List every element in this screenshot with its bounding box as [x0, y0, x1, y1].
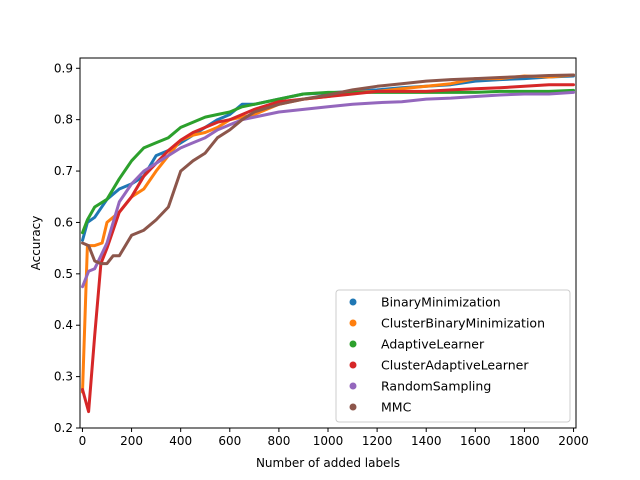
legend-marker [349, 382, 357, 390]
x-axis-ticks: 0 200 400 600 800 1000 1200 1400 1600 1800 2000 [79, 428, 589, 448]
y-tick-label: 0.5 [54, 267, 73, 281]
legend-marker [349, 319, 357, 327]
x-tick-label: 800 [267, 434, 290, 448]
legend-label: ClusterBinaryMinimization [381, 316, 545, 331]
series-line-binaryminimization [81, 74, 575, 242]
legend-marker [349, 298, 357, 306]
x-tick-label: 2000 [558, 434, 589, 448]
x-tick-label: 1000 [313, 434, 344, 448]
series-line-mmc [81, 73, 575, 266]
legend-label: MMC [381, 400, 412, 415]
x-tick-label: 1800 [509, 434, 540, 448]
y-tick-label: 0.4 [54, 318, 73, 332]
series-layer [81, 73, 575, 414]
x-tick-label: 1200 [362, 434, 393, 448]
x-tick-label: 600 [218, 434, 241, 448]
legend-label: ClusterAdaptiveLearner [381, 358, 529, 373]
x-tick-label: 400 [169, 434, 192, 448]
x-tick-label: 1400 [411, 434, 442, 448]
y-axis-ticks: 0.2 0.3 0.4 0.5 0.6 0.7 0.8 0.9 [54, 61, 80, 435]
y-tick-label: 0.8 [54, 113, 73, 127]
legend-label: RandomSampling [381, 379, 491, 394]
y-tick-label: 0.3 [54, 370, 73, 384]
x-tick-label: 200 [120, 434, 143, 448]
legend-frame [335, 289, 571, 423]
legend-marker [349, 340, 357, 348]
legend-item: MMC [349, 400, 412, 415]
y-tick-label: 0.9 [54, 61, 73, 75]
y-axis-label: Accuracy [29, 216, 43, 271]
legend-marker [349, 361, 357, 369]
x-tick-label: 1600 [460, 434, 491, 448]
y-tick-label: 0.2 [54, 421, 73, 435]
series-line-clusteradaptivelearner [81, 83, 575, 414]
legend-marker [349, 403, 357, 411]
legend-item: ClusterAdaptiveLearner [349, 358, 529, 373]
legend-item: RandomSampling [349, 379, 491, 394]
legend-item: BinaryMinimization [349, 295, 501, 310]
legend-item: ClusterBinaryMinimization [349, 316, 545, 331]
y-tick-label: 0.7 [54, 164, 73, 178]
legend-label: AdaptiveLearner [381, 337, 485, 352]
y-tick-label: 0.6 [54, 215, 73, 229]
series-line-randomsampling [81, 90, 575, 289]
x-axis-label: Number of added labels [256, 456, 400, 470]
legend-label: BinaryMinimization [381, 295, 501, 310]
x-tick-label: 0 [79, 434, 87, 448]
legend-item: AdaptiveLearner [349, 337, 485, 352]
legend: BinaryMinimization ClusterBinaryMinimizat… [335, 289, 571, 423]
series-line-adaptivelearner [81, 88, 575, 235]
